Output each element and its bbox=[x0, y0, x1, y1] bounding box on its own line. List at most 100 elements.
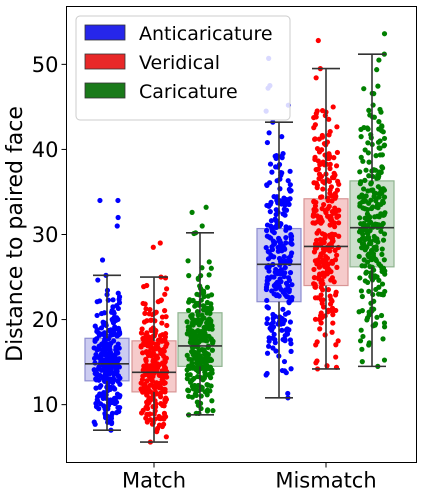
data-point bbox=[95, 277, 101, 283]
data-point bbox=[335, 338, 341, 344]
data-point bbox=[190, 351, 196, 358]
data-point bbox=[282, 311, 289, 317]
data-point bbox=[162, 291, 168, 297]
data-point bbox=[199, 223, 205, 229]
data-point bbox=[147, 306, 153, 313]
data-point bbox=[329, 329, 335, 335]
data-point bbox=[158, 394, 164, 400]
data-point bbox=[159, 320, 165, 326]
data-point bbox=[312, 122, 318, 128]
data-point bbox=[336, 233, 342, 239]
data-point bbox=[283, 207, 290, 213]
data-point bbox=[138, 330, 145, 336]
data-point bbox=[188, 337, 194, 343]
data-point bbox=[280, 336, 286, 343]
x-tick-label-match: Match bbox=[122, 469, 186, 493]
data-point bbox=[93, 400, 99, 407]
data-point bbox=[208, 306, 214, 312]
data-point bbox=[288, 366, 294, 372]
data-point bbox=[378, 312, 385, 319]
data-point bbox=[163, 434, 169, 440]
data-point bbox=[321, 262, 327, 269]
data-point bbox=[108, 331, 114, 338]
plot-area bbox=[84, 31, 395, 445]
data-point bbox=[163, 396, 170, 403]
data-point bbox=[359, 346, 365, 352]
data-point bbox=[275, 209, 281, 215]
data-point bbox=[159, 380, 166, 386]
data-point bbox=[327, 161, 333, 167]
data-point bbox=[203, 372, 209, 378]
data-point bbox=[149, 353, 155, 359]
data-point bbox=[321, 273, 327, 279]
data-point bbox=[373, 198, 379, 204]
data-point bbox=[310, 220, 316, 226]
data-point bbox=[113, 399, 120, 405]
y-tick-label: 10 bbox=[32, 393, 59, 417]
data-point bbox=[162, 331, 169, 337]
data-point bbox=[270, 319, 276, 325]
data-point bbox=[269, 288, 275, 294]
data-point bbox=[326, 132, 332, 138]
data-point bbox=[328, 217, 334, 223]
data-point bbox=[268, 274, 275, 280]
data-point bbox=[201, 315, 207, 321]
data-point bbox=[106, 371, 112, 377]
data-point bbox=[381, 135, 388, 142]
data-point bbox=[311, 266, 317, 273]
data-point bbox=[96, 346, 102, 352]
data-point bbox=[366, 288, 372, 294]
data-point bbox=[210, 340, 216, 346]
data-point bbox=[287, 168, 293, 174]
data-point bbox=[363, 270, 369, 276]
data-point bbox=[112, 331, 118, 337]
data-point bbox=[367, 112, 373, 118]
data-point bbox=[327, 301, 334, 307]
data-point bbox=[187, 372, 193, 378]
data-point bbox=[264, 202, 270, 209]
data-point bbox=[108, 420, 115, 427]
data-point bbox=[116, 294, 123, 300]
data-point bbox=[144, 378, 150, 384]
data-point bbox=[356, 229, 363, 235]
data-point bbox=[373, 258, 379, 264]
data-point bbox=[376, 57, 382, 63]
data-point bbox=[266, 180, 273, 186]
data-point bbox=[94, 299, 100, 305]
data-point bbox=[365, 188, 371, 194]
data-point bbox=[334, 264, 340, 270]
data-point bbox=[334, 124, 340, 130]
data-point bbox=[333, 163, 340, 169]
data-point bbox=[334, 149, 341, 156]
data-point bbox=[316, 276, 322, 282]
data-point bbox=[283, 224, 289, 230]
data-point bbox=[274, 154, 280, 160]
data-point bbox=[99, 341, 105, 347]
data-point bbox=[143, 349, 150, 355]
data-point bbox=[376, 145, 382, 151]
data-point bbox=[266, 268, 272, 274]
data-point bbox=[381, 194, 388, 200]
data-point bbox=[150, 244, 156, 250]
data-point bbox=[161, 374, 167, 380]
data-point bbox=[334, 214, 340, 220]
data-point bbox=[380, 336, 386, 342]
data-point bbox=[208, 301, 214, 307]
data-point bbox=[185, 324, 191, 330]
data-point bbox=[143, 415, 149, 421]
data-point bbox=[143, 387, 149, 393]
data-point bbox=[276, 293, 282, 299]
data-point bbox=[367, 215, 373, 221]
data-point bbox=[357, 215, 363, 221]
data-point bbox=[192, 317, 198, 323]
data-point bbox=[371, 114, 377, 120]
data-point bbox=[209, 398, 215, 404]
data-point bbox=[154, 381, 160, 388]
data-point bbox=[373, 153, 379, 159]
box-lines-veridical-match bbox=[132, 276, 176, 443]
y-tick-label: 40 bbox=[32, 138, 59, 162]
data-point bbox=[325, 197, 331, 204]
data-point bbox=[381, 357, 388, 363]
data-point bbox=[160, 338, 167, 344]
